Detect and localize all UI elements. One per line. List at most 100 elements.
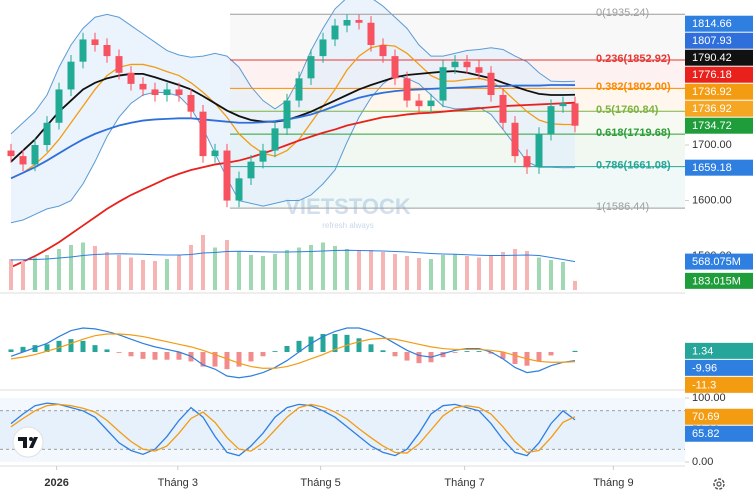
- price-badge: [685, 83, 753, 100]
- badge-label: 65.82: [692, 428, 720, 440]
- macd-histogram: [392, 352, 398, 357]
- macd-histogram: [236, 352, 242, 367]
- volume-bar: [525, 251, 529, 290]
- fib-label: 0.618(1719.68): [596, 127, 671, 139]
- volume-bar: [21, 261, 25, 290]
- fib-label: 0.5(1760.84): [596, 104, 659, 116]
- volume-bar: [429, 259, 433, 290]
- candle-body: [103, 45, 111, 57]
- axes: 1700.001600.001500.001814.661807.931790.…: [44, 15, 753, 489]
- macd-histogram: [32, 345, 38, 352]
- macd-histogram: [212, 352, 218, 367]
- candle-body: [67, 61, 75, 90]
- moving-average: [10, 44, 576, 179]
- x-tick-label: Tháng 7: [444, 477, 484, 489]
- price-badge: [685, 253, 753, 270]
- macd-histogram: [8, 349, 14, 352]
- volume-bar: [141, 260, 145, 290]
- macd-histogram: [488, 352, 494, 354]
- candle-body: [139, 83, 147, 90]
- macd-histogram: [152, 352, 158, 360]
- badge-label: -9.96: [692, 362, 717, 374]
- volume-bar: [57, 249, 61, 290]
- macd-histogram: [512, 352, 518, 364]
- price-badge: [685, 66, 753, 83]
- y-tick-label: 100.00: [692, 392, 726, 404]
- candle-body: [391, 56, 399, 79]
- candle-body: [379, 45, 387, 57]
- badge-label: 1776.18: [692, 69, 732, 81]
- macd-histogram: [80, 340, 86, 352]
- volume-bar: [393, 254, 397, 290]
- x-tick-label: Tháng 9: [593, 477, 633, 489]
- candle-body: [127, 72, 135, 84]
- price-badge: [685, 32, 753, 49]
- macd-histogram: [164, 352, 170, 360]
- volume-bar: [105, 252, 109, 290]
- price-badge: [685, 100, 753, 117]
- badge-label: -11.3: [692, 379, 716, 391]
- candle-body: [211, 150, 219, 157]
- macd-histogram: [56, 340, 62, 352]
- candle-body: [235, 178, 243, 201]
- macd-histogram: [92, 345, 98, 352]
- macd-histogram: [248, 352, 254, 362]
- volume-bar: [417, 258, 421, 290]
- macd-histogram: [200, 352, 206, 367]
- candle-body: [55, 89, 63, 123]
- volume-bar: [561, 262, 565, 290]
- candle-body: [283, 100, 291, 129]
- volume-bar: [45, 255, 49, 290]
- gear-outer[interactable]: [713, 478, 725, 490]
- macd-histogram: [416, 352, 422, 364]
- candle-body: [31, 145, 39, 165]
- candle-body: [259, 150, 267, 162]
- logo-shape: [18, 437, 38, 448]
- volume-bar: [225, 240, 229, 290]
- macd-histogram: [116, 352, 122, 353]
- macd-histogram: [332, 334, 338, 352]
- badge-label: 1659.18: [692, 162, 732, 174]
- candle-body: [535, 133, 543, 168]
- volume-bar: [33, 257, 37, 290]
- volume-bar: [117, 255, 121, 290]
- macd-histogram: [380, 350, 386, 352]
- fib-label: 0(1935.24): [596, 7, 649, 19]
- volume-bar: [285, 250, 289, 290]
- candle-body: [307, 56, 315, 79]
- volume-bar: [573, 280, 577, 290]
- badge-label: 1736.92: [692, 103, 732, 115]
- candle-body: [79, 39, 87, 62]
- volume-bar: [513, 249, 517, 290]
- fib-label: 0.236(1852.92): [596, 53, 671, 65]
- candle-body: [463, 61, 471, 68]
- gear-inner[interactable]: [716, 481, 722, 487]
- macd-histogram: [476, 351, 482, 352]
- macd-histogram: [260, 352, 266, 357]
- volume-bar: [213, 247, 217, 290]
- volume-bar: [321, 242, 325, 290]
- macd-histogram: [572, 350, 578, 352]
- volume-bar: [93, 246, 97, 290]
- volume-bar: [273, 254, 277, 290]
- volume-bar: [177, 255, 181, 290]
- price-badge: [685, 359, 753, 376]
- stoch-d: [10, 403, 576, 454]
- price-badge: [685, 272, 753, 289]
- logo-dot: [29, 437, 33, 441]
- price-badge: [685, 49, 753, 66]
- volume-bar: [465, 256, 469, 290]
- macd-histogram: [296, 340, 302, 352]
- badge-label: 1736.92: [692, 86, 732, 98]
- badge-label: 1814.66: [692, 18, 732, 30]
- volume-bar: [333, 246, 337, 290]
- volume-bar: [69, 245, 73, 290]
- volume-bar: [345, 249, 349, 290]
- stoch-k: [10, 402, 576, 457]
- settings-icon[interactable]: [713, 478, 725, 490]
- macd-histogram: [68, 339, 74, 352]
- macd-histogram: [140, 352, 146, 359]
- macd-histogram: [104, 349, 110, 352]
- volume-bar: [309, 245, 313, 290]
- macd-histogram: [20, 346, 26, 352]
